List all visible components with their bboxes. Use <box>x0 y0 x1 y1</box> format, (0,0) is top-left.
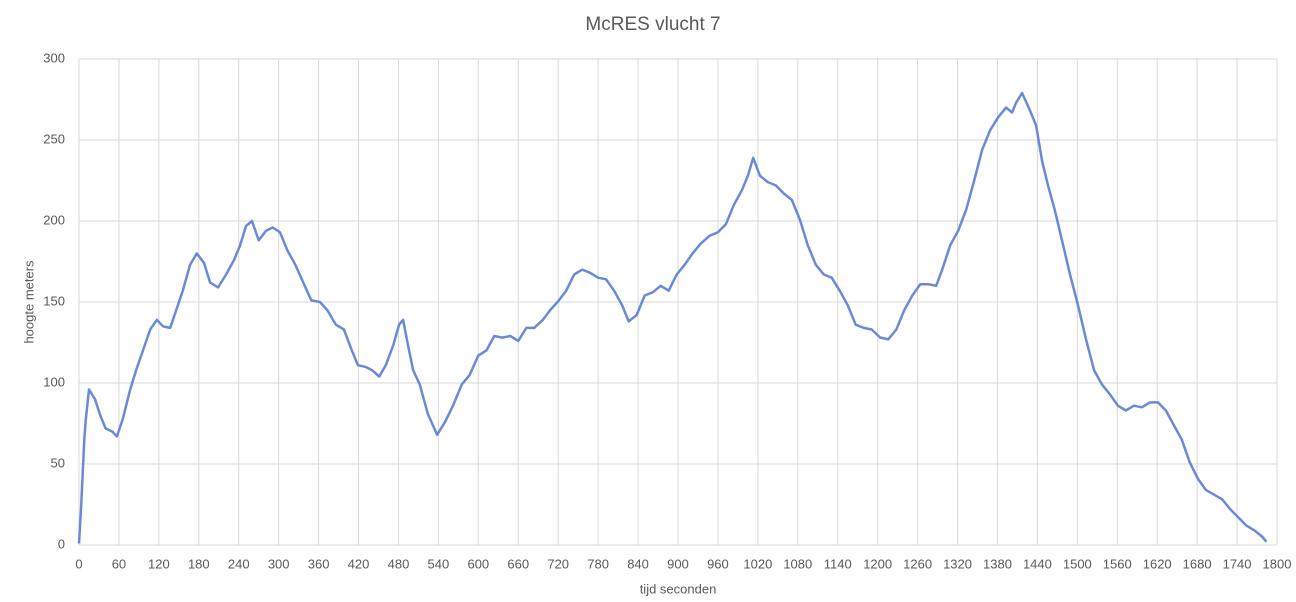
x-tick-label: 1140 <box>824 556 852 571</box>
y-axis-label: hoogte meters <box>21 260 36 344</box>
x-tick-label: 660 <box>507 556 529 571</box>
x-tick-label: 900 <box>667 556 689 571</box>
x-tick-label: 960 <box>707 556 729 571</box>
y-tick-label: 100 <box>43 374 65 389</box>
x-tick-label: 1080 <box>783 556 812 571</box>
y-tick-label: 0 <box>58 536 65 551</box>
x-tick-label: 120 <box>148 556 170 571</box>
x-tick-label: 1320 <box>943 556 972 571</box>
y-tick-label: 300 <box>43 50 65 65</box>
x-tick-label: 480 <box>388 556 410 571</box>
x-tick-label: 1020 <box>743 556 772 571</box>
x-tick-label: 1260 <box>903 556 932 571</box>
y-tick-label: 250 <box>43 131 65 146</box>
x-tick-label: 1200 <box>863 556 892 571</box>
y-tick-label: 200 <box>43 212 65 227</box>
x-tick-label: 1440 <box>1023 556 1052 571</box>
x-tick-label: 240 <box>228 556 250 571</box>
x-tick-label: 300 <box>268 556 290 571</box>
x-tick-label: 540 <box>428 556 450 571</box>
x-tick-label: 1740 <box>1223 556 1252 571</box>
x-tick-label: 180 <box>188 556 210 571</box>
x-tick-label: 0 <box>75 556 82 571</box>
x-tick-label: 600 <box>467 556 489 571</box>
x-tick-label: 720 <box>547 556 569 571</box>
y-tick-label: 50 <box>51 455 65 470</box>
x-axis-label: tijd seconden <box>640 581 717 596</box>
x-tick-label: 60 <box>112 556 126 571</box>
chart-title: McRES vlucht 7 <box>585 14 720 35</box>
x-tick-label: 420 <box>348 556 370 571</box>
x-tick-label: 360 <box>308 556 330 571</box>
x-tick-label: 1680 <box>1183 556 1212 571</box>
y-tick-label: 150 <box>43 293 65 308</box>
x-tick-label: 1380 <box>983 556 1012 571</box>
x-tick-label: 1620 <box>1143 556 1172 571</box>
data-line <box>77 91 1268 544</box>
x-tick-label: 1800 <box>1263 556 1292 571</box>
x-tick-label: 1560 <box>1103 556 1132 571</box>
x-tick-label: 840 <box>627 556 649 571</box>
x-tick-label: 780 <box>587 556 609 571</box>
x-tick-label: 1500 <box>1063 556 1092 571</box>
